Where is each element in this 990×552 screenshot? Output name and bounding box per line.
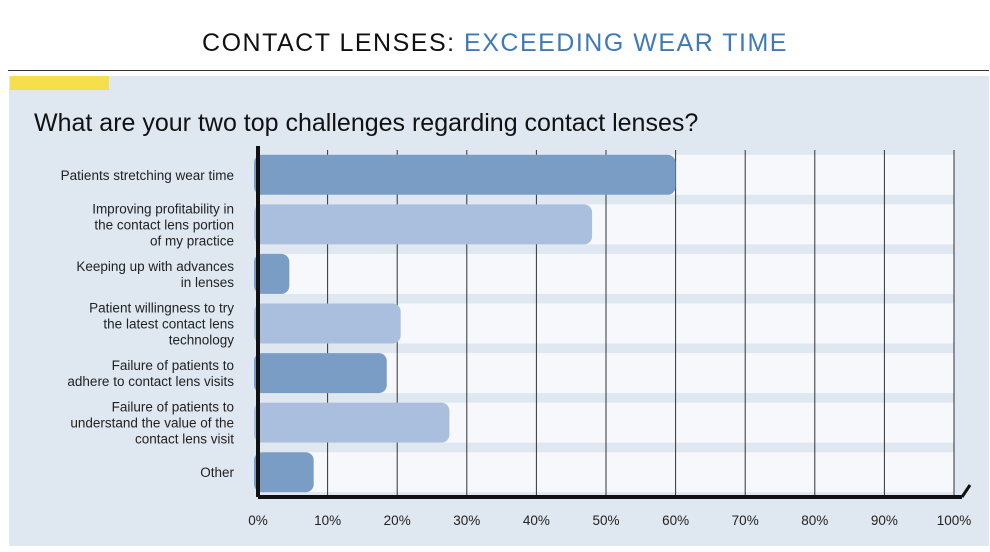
x-tick-label: 30% [453, 513, 480, 528]
bar [254, 452, 314, 493]
x-tick-label: 40% [523, 513, 550, 528]
bar [254, 204, 593, 245]
category-label: Improving profitability in the contact le… [92, 201, 234, 248]
accent-tab [10, 76, 109, 90]
x-tick-label: 20% [384, 513, 411, 528]
bar [254, 303, 401, 344]
x-tick-label: 80% [801, 513, 828, 528]
axis-break-mark [960, 484, 972, 498]
title-accent: EXCEEDING WEAR TIME [464, 29, 788, 57]
bar [254, 353, 387, 394]
category-label: Failure of patients to adhere to contact … [67, 358, 234, 389]
category-label: Keeping up with advances in lenses [76, 259, 234, 290]
chart-title: What are your two top challenges regardi… [34, 109, 699, 137]
title-divider [8, 70, 989, 71]
x-tick-label: 10% [314, 513, 341, 528]
x-tick-label: 100% [937, 513, 972, 528]
x-tick-label: 70% [732, 513, 759, 528]
category-label: Patient willingness to try the latest con… [89, 301, 234, 348]
x-tick-label: 60% [662, 513, 689, 528]
category-label: Other [200, 465, 234, 480]
title-main: CONTACT LENSES: [202, 29, 456, 57]
bar [254, 402, 450, 443]
category-label: Patients stretching wear time [61, 168, 234, 183]
x-tick-label: 50% [592, 513, 619, 528]
x-tick-label: 0% [248, 513, 268, 528]
bar [254, 253, 290, 294]
category-label: Failure of patients to understand the val… [70, 400, 234, 447]
bar [254, 154, 676, 195]
page-title: CONTACT LENSES: EXCEEDING WEAR TIME [0, 28, 990, 58]
x-tick-label: 90% [871, 513, 898, 528]
